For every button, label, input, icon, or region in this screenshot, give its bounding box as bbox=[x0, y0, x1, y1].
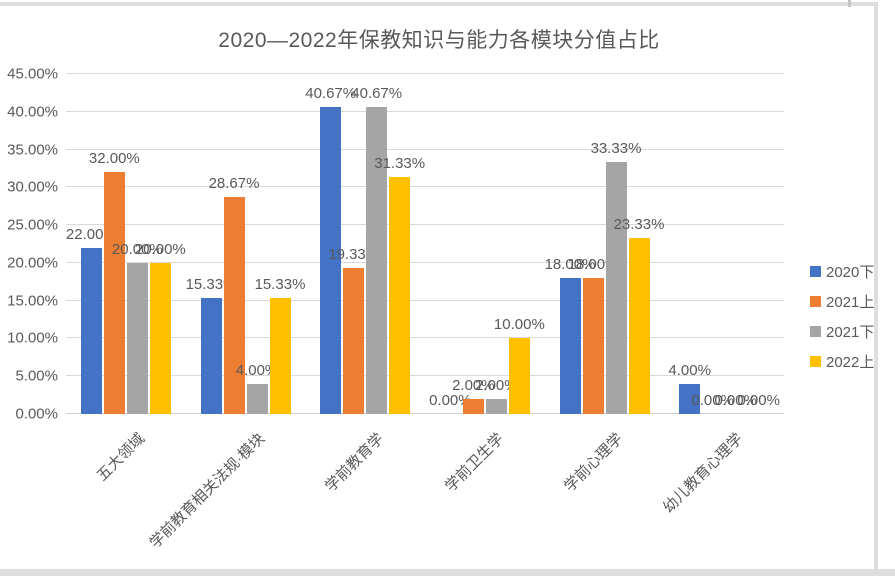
y-tick-label: 40.00% bbox=[7, 103, 58, 121]
y-tick-label: 15.00% bbox=[7, 292, 58, 310]
y-tick-label: 35.00% bbox=[7, 141, 58, 159]
data-label: 0.00% bbox=[737, 392, 780, 409]
bar-series-2020下[interactable]: 4.00% bbox=[668, 362, 711, 414]
x-axis-line bbox=[66, 413, 784, 414]
data-label: 0.00% bbox=[714, 392, 757, 409]
bar-series-2020下[interactable]: 15.33% bbox=[186, 276, 236, 414]
bar-group: 22.00% 32.00% 20.00% 20.00% bbox=[66, 74, 186, 414]
data-label: 40.67% bbox=[305, 84, 357, 102]
bar-group: 0.00% 2.00% 2.00% 10.00% bbox=[425, 74, 545, 414]
bar-cluster: 18.00% 18.00% 33.33% 23.33% bbox=[545, 74, 664, 414]
bar-series-2021上[interactable]: 28.67% bbox=[209, 175, 259, 414]
legend-item-2021上[interactable]: 2021上 bbox=[810, 291, 874, 312]
data-label: 40.67% bbox=[351, 84, 403, 102]
legend-label: 2021下 bbox=[826, 324, 875, 341]
y-tick-label: 25.00% bbox=[7, 216, 58, 234]
bar-series-2022上[interactable]: 23.33% bbox=[614, 216, 664, 414]
bar-series-2022上[interactable]: 31.33% bbox=[374, 155, 425, 414]
gridline bbox=[66, 73, 784, 74]
bar-series-2021下[interactable]: 40.67% bbox=[351, 85, 402, 414]
data-label: 4.00% bbox=[668, 361, 711, 379]
chart-border-top bbox=[0, 2, 878, 6]
legend-swatch-icon bbox=[810, 266, 821, 277]
legend-swatch-icon bbox=[810, 356, 821, 367]
gridline bbox=[66, 261, 784, 263]
bar-series-2021上[interactable]: 2.00% bbox=[452, 377, 495, 414]
chart-resize-handle[interactable] bbox=[848, 0, 851, 7]
data-label: 28.67% bbox=[208, 175, 260, 193]
chart-border-bottom bbox=[0, 569, 895, 576]
category-label: 学前卫生学 bbox=[441, 430, 507, 496]
data-label: 32.00% bbox=[88, 150, 140, 168]
plot-area: 22.00% 32.00% 20.00% 20.00% 15.33% 28.67% 4.00… bbox=[66, 73, 784, 414]
bar-cluster: 0.00% 2.00% 2.00% 10.00% bbox=[425, 74, 545, 414]
legend-label: 2020下 bbox=[826, 264, 875, 281]
bar-series-2021上[interactable]: 32.00% bbox=[89, 150, 140, 414]
bar-group: 18.00% 18.00% 33.33% 23.33% bbox=[545, 74, 664, 414]
legend-label: 2021上 bbox=[826, 294, 875, 311]
bar-series-2021下[interactable]: 33.33% bbox=[591, 140, 641, 414]
bar-series-2021上[interactable]: 19.33% bbox=[328, 246, 379, 414]
gridline bbox=[66, 148, 784, 150]
y-tick-label: 10.00% bbox=[7, 329, 58, 347]
category-label: 学前心理学 bbox=[561, 430, 627, 496]
x-axis-category-labels: 五大领域 学前教育相关法规·模块 学前教育学 学前卫生学 学前心理学 幼儿教育心理学 bbox=[66, 414, 784, 574]
legend-item-2021下[interactable]: 2021下 bbox=[810, 321, 874, 342]
legend-swatch-icon bbox=[810, 326, 821, 337]
bar-cluster: 40.67% 19.33% 40.67% 31.33% bbox=[305, 74, 425, 414]
data-label: 2.00% bbox=[452, 376, 495, 394]
y-tick-label: 45.00% bbox=[7, 65, 58, 83]
legend-label: 2022上 bbox=[826, 354, 875, 371]
bar-series-2021上[interactable]: 18.00% bbox=[568, 256, 618, 414]
y-tick-label: 30.00% bbox=[7, 178, 58, 196]
y-tick-label: 20.00% bbox=[7, 254, 58, 272]
bar-series-2022上[interactable]: 20.00% bbox=[135, 241, 186, 414]
category-label: 学前教育学 bbox=[322, 430, 388, 496]
gridline bbox=[66, 224, 784, 226]
y-axis-labels: 0.00% 5.00% 10.00% 15.00% 20.00% 25.00% 30.00%… bbox=[0, 66, 58, 423]
bar-group: 40.67% 19.33% 40.67% 31.33% bbox=[305, 74, 425, 414]
bar-cluster: 22.00% 32.00% 20.00% 20.00% bbox=[66, 74, 186, 414]
data-label: 15.33% bbox=[254, 276, 306, 294]
bar-series-2022上[interactable]: 10.00% bbox=[494, 316, 545, 414]
y-tick-label: 0.00% bbox=[15, 405, 58, 423]
chart-title: 2020—2022年保教知识与能力各模块分值占比 bbox=[218, 29, 660, 52]
chart-border-right bbox=[874, 2, 878, 570]
category-label: 幼儿教育心理学 bbox=[660, 430, 747, 517]
gridline bbox=[66, 299, 784, 301]
legend-item-2020下[interactable]: 2020下 bbox=[810, 261, 874, 282]
bar-group: 4.00% 0.00% 0.00% 0.00% bbox=[664, 74, 784, 414]
bar-series-2022上[interactable]: 15.33% bbox=[255, 276, 305, 414]
bar-series-2021下[interactable]: 4.00% bbox=[236, 362, 278, 414]
data-label: 18.00% bbox=[544, 256, 596, 273]
bar-series-2020下[interactable]: 18.00% bbox=[545, 256, 595, 414]
bar-cluster: 4.00% 0.00% 0.00% 0.00% bbox=[664, 74, 784, 414]
data-label: 20.00% bbox=[134, 240, 186, 258]
gridline bbox=[66, 375, 784, 377]
bar-series-2021下[interactable]: 2.00% bbox=[475, 377, 518, 414]
bar-series-2021下[interactable]: 20.00% bbox=[112, 241, 163, 414]
bar-group: 15.33% 28.67% 4.00% 15.33% bbox=[186, 74, 305, 414]
legend-item-2022上[interactable]: 2022上 bbox=[810, 351, 874, 372]
gridline bbox=[66, 110, 784, 112]
bar-series-2020下[interactable]: 22.00% bbox=[66, 226, 117, 414]
data-label: 33.33% bbox=[590, 140, 642, 158]
legend: 2020下 2021上 2021下 2022上 bbox=[810, 261, 874, 372]
data-label: 10.00% bbox=[493, 316, 545, 334]
gridline bbox=[66, 337, 784, 339]
bar-groups: 22.00% 32.00% 20.00% 20.00% 15.33% 28.67% 4.00… bbox=[66, 74, 784, 414]
gridline bbox=[66, 186, 784, 188]
category-label: 学前教育相关法规·模块 bbox=[146, 430, 268, 552]
bar-cluster: 15.33% 28.67% 4.00% 15.33% bbox=[186, 74, 305, 414]
bar-series-2020下[interactable]: 40.67% bbox=[305, 85, 356, 414]
legend-swatch-icon bbox=[810, 296, 821, 307]
y-tick-label: 5.00% bbox=[15, 367, 58, 385]
category-label: 五大领域 bbox=[93, 430, 148, 485]
